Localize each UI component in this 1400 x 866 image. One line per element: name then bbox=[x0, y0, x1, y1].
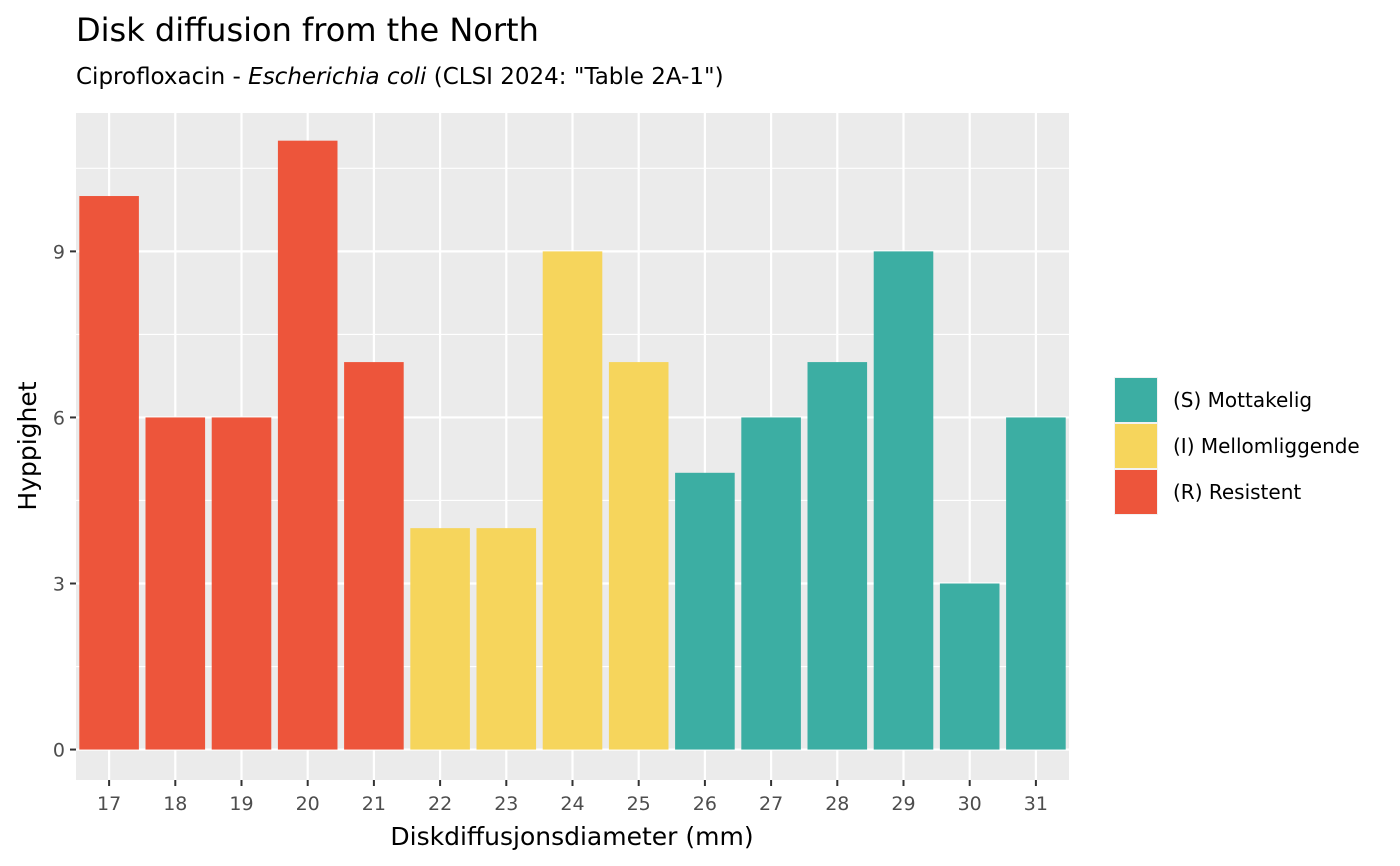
bar-20 bbox=[277, 140, 338, 750]
legend-swatch-I bbox=[1115, 424, 1157, 468]
x-tick-label: 28 bbox=[825, 793, 849, 815]
bar-21 bbox=[344, 362, 404, 750]
y-tick-label: 9 bbox=[53, 241, 65, 263]
x-tick-label: 19 bbox=[229, 793, 253, 815]
legend: (S) Mottakelig (I) Mellomliggende (R) Resi… bbox=[1114, 377, 1360, 515]
legend-label-S: (S) Mottakelig bbox=[1173, 388, 1312, 412]
bar-28 bbox=[807, 362, 868, 750]
legend-label-R: (R) Resistent bbox=[1173, 480, 1301, 504]
x-tick-label: 29 bbox=[891, 793, 915, 815]
x-tick-label: 17 bbox=[97, 793, 121, 815]
subtitle-organism: Escherichia coli bbox=[248, 64, 427, 90]
subtitle-drug: Ciprofloxacin - bbox=[76, 64, 248, 90]
bar-26 bbox=[675, 472, 735, 750]
x-tick-label: 26 bbox=[693, 793, 717, 815]
x-tick-label: 21 bbox=[362, 793, 386, 815]
x-tick-label: 31 bbox=[1024, 793, 1048, 815]
bars bbox=[79, 140, 1066, 750]
bar-19 bbox=[211, 417, 272, 750]
x-tick-label: 22 bbox=[428, 793, 452, 815]
x-tick-label: 30 bbox=[958, 793, 982, 815]
x-tick-label: 23 bbox=[494, 793, 518, 815]
x-axis-title: Diskdiffusjonsdiameter (mm) bbox=[390, 822, 753, 851]
chart-title: Disk diffusion from the North bbox=[76, 11, 539, 49]
subtitle-guideline: (CLSI 2024: "Table 2A-1") bbox=[426, 64, 723, 90]
bar-24 bbox=[542, 251, 603, 750]
x-tick-label: 27 bbox=[759, 793, 783, 815]
chart-subtitle: Ciprofloxacin - Escherichia coli (CLSI 2… bbox=[76, 64, 724, 90]
y-tick-label: 0 bbox=[53, 740, 65, 762]
x-tick-label: 20 bbox=[296, 793, 320, 815]
bar-25 bbox=[608, 362, 669, 750]
bar-31 bbox=[1006, 417, 1066, 750]
bar-23 bbox=[476, 528, 537, 750]
x-tick-label: 18 bbox=[163, 793, 187, 815]
bar-17 bbox=[79, 196, 139, 750]
bar-30 bbox=[939, 583, 1000, 750]
legend-label-I: (I) Mellomliggende bbox=[1173, 434, 1360, 458]
bar-22 bbox=[410, 528, 470, 750]
y-tick-label: 3 bbox=[53, 573, 65, 595]
x-axis: 17 18 19 20 21 22 23 24 25 26 27 28 29 30 31 bbox=[97, 780, 1048, 815]
y-tick-label: 6 bbox=[53, 407, 65, 429]
y-axis-title: Hyppighet bbox=[13, 381, 42, 510]
legend-swatch-S bbox=[1115, 378, 1157, 422]
x-tick-label: 24 bbox=[560, 793, 584, 815]
bar-29 bbox=[873, 251, 934, 750]
legend-swatch-R bbox=[1115, 470, 1157, 514]
x-tick-label: 25 bbox=[627, 793, 651, 815]
y-axis: 0 3 6 9 bbox=[53, 241, 76, 762]
bar-18 bbox=[145, 417, 206, 750]
bar-27 bbox=[741, 417, 801, 750]
